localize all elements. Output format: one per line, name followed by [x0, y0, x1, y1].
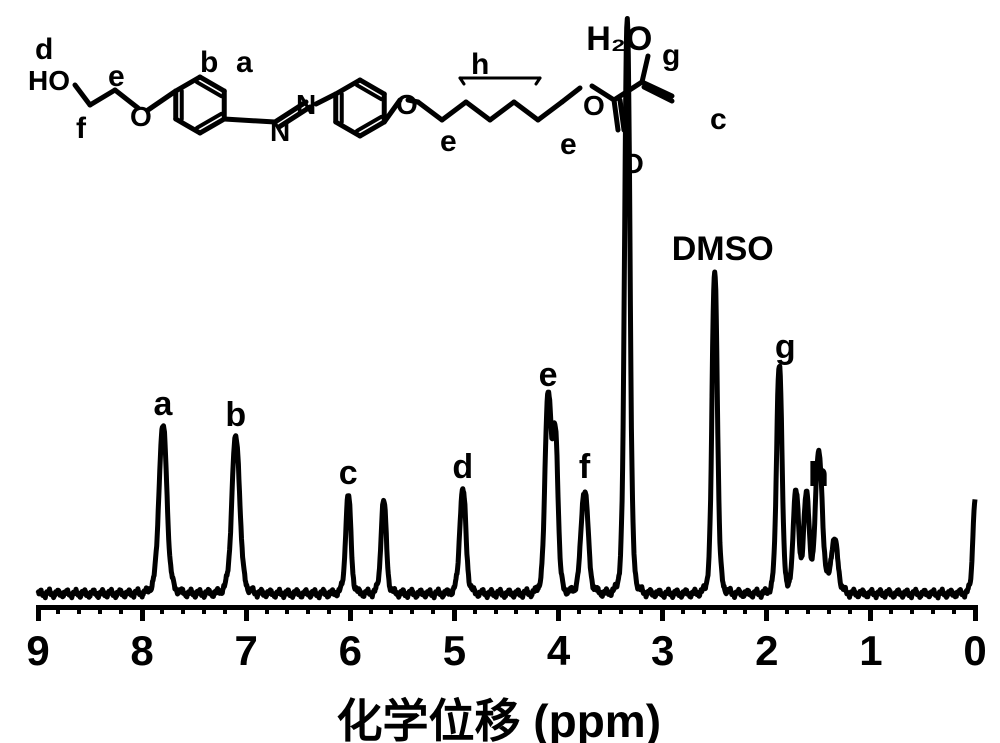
x-minor-tick [806, 605, 810, 614]
x-minor-tick [619, 605, 623, 614]
x-minor-tick [77, 605, 81, 614]
x-axis-title: 化学位移 (ppm) [337, 685, 662, 743]
x-minor-tick [827, 605, 831, 614]
x-tick-label: 7 [235, 627, 258, 675]
x-minor-tick [98, 605, 102, 614]
x-minor-tick [181, 605, 185, 614]
x-minor-tick [598, 605, 602, 614]
peak-label-g: g [775, 328, 796, 367]
x-minor-tick [285, 605, 289, 614]
peak-label-dmso: DMSO [672, 230, 774, 269]
peak-label-e1: e [539, 356, 558, 395]
x-minor-tick [702, 605, 706, 614]
x-minor-tick [265, 605, 269, 614]
x-minor-tick [577, 605, 581, 614]
x-tick-label: 8 [130, 627, 153, 675]
x-minor-tick [119, 605, 123, 614]
x-minor-tick [681, 605, 685, 614]
x-minor-tick [952, 605, 956, 614]
x-major-tick [868, 605, 873, 621]
x-major-tick [660, 605, 665, 621]
x-minor-tick [410, 605, 414, 614]
x-minor-tick [743, 605, 747, 614]
x-axis-line [38, 605, 975, 610]
x-major-tick [244, 605, 249, 621]
x-major-tick [764, 605, 769, 621]
nmr-figure: dHOfeObaNNOeheOOgc 0123456789 化学位移 (ppm)… [0, 0, 1000, 743]
x-minor-tick [160, 605, 164, 614]
peak-label-h2o: H₂O [586, 20, 652, 59]
x-minor-tick [327, 605, 331, 614]
x-major-tick [973, 605, 978, 621]
peak-label-a: a [153, 385, 172, 424]
x-tick-label: 6 [339, 627, 362, 675]
x-minor-tick [514, 605, 518, 614]
x-tick-label: 0 [963, 627, 986, 675]
peak-label-f: f [579, 448, 590, 487]
spectrum-path [38, 19, 975, 598]
x-tick-label: 2 [755, 627, 778, 675]
x-minor-tick [56, 605, 60, 614]
x-minor-tick [389, 605, 393, 614]
peak-label-c1: c [339, 454, 358, 493]
x-minor-tick [473, 605, 477, 614]
x-tick-label: 1 [859, 627, 882, 675]
x-minor-tick [369, 605, 373, 614]
x-minor-tick [306, 605, 310, 614]
peak-label-d: d [452, 448, 473, 487]
x-major-tick [556, 605, 561, 621]
x-major-tick [36, 605, 41, 621]
x-minor-tick [785, 605, 789, 614]
x-minor-tick [535, 605, 539, 614]
x-tick-label: 5 [443, 627, 466, 675]
x-minor-tick [202, 605, 206, 614]
x-major-tick [348, 605, 353, 621]
x-major-tick [140, 605, 145, 621]
x-minor-tick [931, 605, 935, 614]
x-minor-tick [910, 605, 914, 614]
x-minor-tick [889, 605, 893, 614]
peak-label-b: b [225, 396, 246, 435]
x-tick-label: 9 [26, 627, 49, 675]
x-major-tick [452, 605, 457, 621]
x-minor-tick [848, 605, 852, 614]
x-minor-tick [431, 605, 435, 614]
x-minor-tick [723, 605, 727, 614]
x-tick-label: 3 [651, 627, 674, 675]
x-minor-tick [223, 605, 227, 614]
x-minor-tick [639, 605, 643, 614]
x-minor-tick [494, 605, 498, 614]
peak-label-h2: h [808, 456, 829, 495]
x-tick-label: 4 [547, 627, 570, 675]
